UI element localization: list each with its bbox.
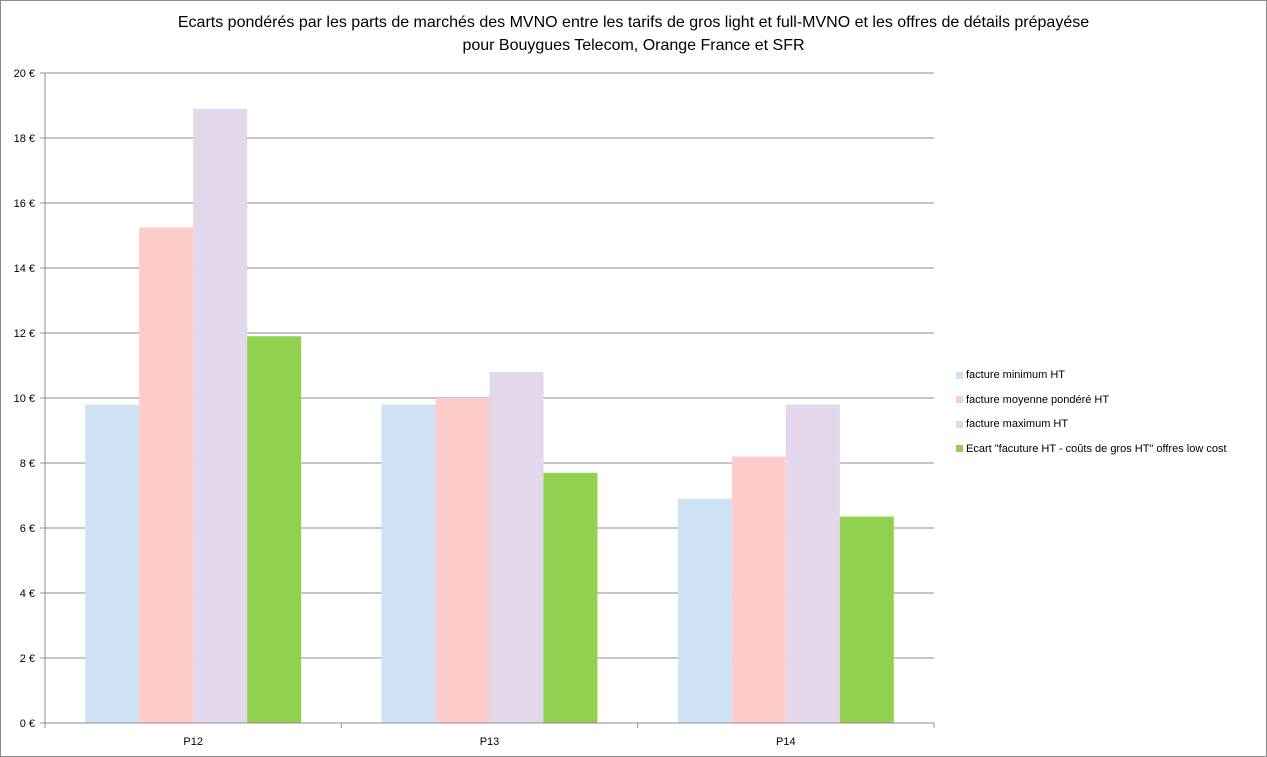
legend-swatch bbox=[956, 371, 963, 379]
axis-layer: 0 € 2 € 4 € 6 € 8 € 10 € 12 € 14 € 16 € 18 € 20 € P… bbox=[14, 68, 935, 748]
legend-item-4: Ecart "facuture HT - coûts de gros HT" o… bbox=[956, 437, 1266, 462]
y-tick-label: 10 € bbox=[14, 393, 35, 405]
legend-swatch bbox=[956, 420, 963, 428]
bar-p14-series-2 bbox=[731, 456, 786, 723]
legend-label: Ecart "facuture HT - coûts de gros HT" o… bbox=[966, 442, 1227, 455]
y-tick-label: 2 € bbox=[20, 653, 35, 665]
bar-p13-series-4 bbox=[543, 472, 598, 723]
legend-item-3: facture maximum HT bbox=[956, 412, 1266, 437]
legend-swatch bbox=[956, 445, 963, 453]
bar-p12-series-3 bbox=[193, 108, 248, 723]
legend-label: facture maximum HT bbox=[966, 418, 1069, 431]
x-tick-label: P14 bbox=[776, 736, 796, 748]
bar-p12-series-1 bbox=[85, 404, 140, 723]
y-tick-label: 18 € bbox=[14, 133, 35, 145]
bar-p14-series-3 bbox=[785, 404, 840, 723]
bar-p12-series-4 bbox=[247, 336, 302, 723]
y-tick-label: 20 € bbox=[14, 68, 35, 80]
bar-p14-series-4 bbox=[839, 516, 894, 723]
legend-label: facture minimum HT bbox=[966, 369, 1066, 382]
legend-item-1: facture minimum HT bbox=[956, 363, 1266, 388]
bar-p14-series-1 bbox=[677, 498, 732, 723]
y-tick-label: 0 € bbox=[20, 718, 35, 730]
y-tick-label: 14 € bbox=[14, 263, 35, 275]
chart-title-line-2: pour Bouygues Telecom, Orange France et … bbox=[462, 37, 805, 54]
chart-title-line-1: Ecarts pondérés par les parts de marchés… bbox=[177, 14, 1090, 31]
y-tick-label: 6 € bbox=[20, 523, 35, 535]
bar-p12-series-2 bbox=[139, 227, 194, 723]
legend-swatch bbox=[956, 396, 963, 404]
legend-item-2: facture moyenne pondéré HT bbox=[956, 388, 1266, 413]
bar-p13-series-3 bbox=[489, 372, 544, 723]
y-tick-label: 12 € bbox=[14, 328, 35, 340]
x-tick-label: P12 bbox=[183, 736, 203, 748]
x-tick-label: P13 bbox=[480, 736, 500, 748]
bar-p13-series-1 bbox=[381, 404, 436, 723]
chart-title: Ecarts pondérés par les parts de marchés… bbox=[1, 11, 1266, 57]
y-tick-label: 4 € bbox=[20, 588, 35, 600]
legend-label: facture moyenne pondéré HT bbox=[966, 393, 1110, 406]
y-tick-label: 8 € bbox=[20, 458, 35, 470]
y-tick-label: 16 € bbox=[14, 198, 35, 210]
bar-p13-series-2 bbox=[435, 398, 490, 723]
bar-layer bbox=[85, 108, 894, 723]
chart-legend: facture minimum HT facture moyenne pondér… bbox=[956, 363, 1266, 461]
